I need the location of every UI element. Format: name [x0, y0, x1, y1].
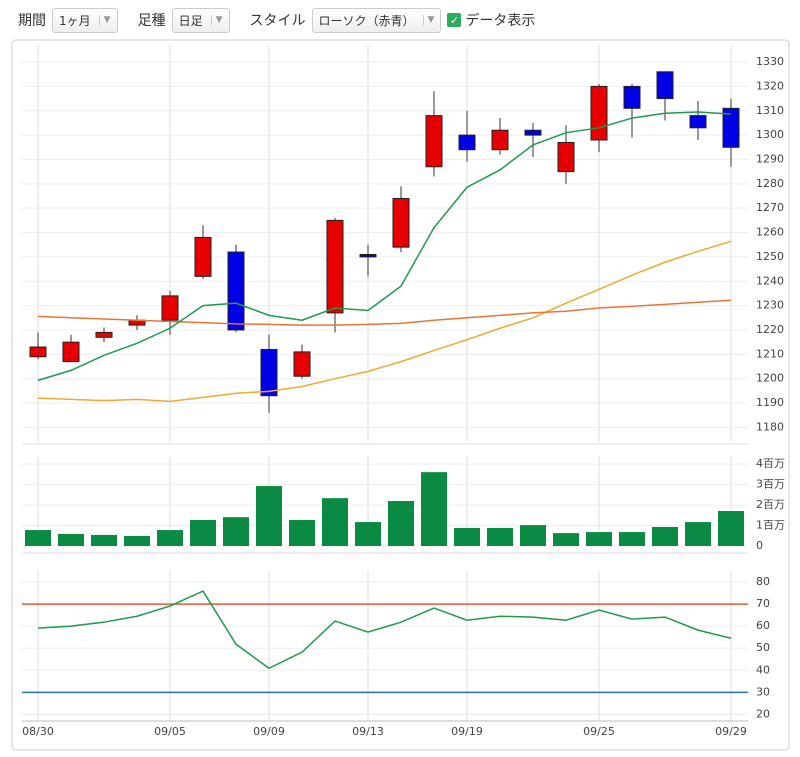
volume-bar — [157, 530, 183, 546]
y-tick-label: 1220 — [756, 323, 784, 336]
select[interactable]: 日足 ▼ — [171, 7, 230, 33]
chart-frame — [11, 39, 790, 751]
select-value: 日足 — [178, 13, 203, 28]
x-tick-label: 09/09 — [253, 725, 285, 738]
y-tick-label: 2百万 — [756, 498, 785, 511]
volume-bar — [289, 520, 315, 546]
x-tick-label: 09/13 — [352, 725, 384, 738]
volume-bar — [487, 528, 513, 546]
y-tick-label: 40 — [756, 663, 770, 676]
y-tick-label: 1200 — [756, 372, 784, 385]
volume-bar — [223, 517, 249, 546]
volume-bar — [355, 522, 381, 546]
candle-body — [491, 129, 509, 151]
volume-bar — [586, 532, 612, 546]
volume-bar — [58, 533, 84, 546]
volume-bar — [256, 486, 282, 546]
candle-body — [458, 134, 476, 151]
y-tick-label: 1190 — [756, 396, 784, 409]
y-tick-label: 1260 — [756, 226, 784, 239]
y-tick-label: 1320 — [756, 79, 784, 92]
x-tick-label: 09/05 — [154, 725, 186, 738]
label: スタイル — [249, 13, 306, 29]
y-tick-label: 60 — [756, 619, 770, 632]
select-value: 1ヶ月 — [59, 13, 91, 28]
y-tick-label: 1330 — [756, 55, 784, 68]
candle-body — [656, 71, 674, 100]
y-tick-label: 3百万 — [756, 478, 785, 491]
candle-body — [392, 197, 410, 248]
volume-bar — [454, 528, 480, 546]
x-tick-label: 09/25 — [583, 725, 615, 738]
candle-body — [623, 85, 641, 109]
y-tick-label: 1250 — [756, 250, 784, 263]
y-tick-label: 1310 — [756, 104, 784, 117]
candle-body — [293, 351, 311, 377]
select[interactable]: ローソク（赤青） ▼ — [311, 7, 442, 33]
y-tick-label: 30 — [756, 685, 770, 698]
volume-bar — [619, 532, 645, 546]
x-tick-label: 09/19 — [451, 725, 483, 738]
x-tick-label: 08/30 — [22, 725, 54, 738]
candle-body — [524, 129, 542, 136]
select[interactable]: 1ヶ月 ▼ — [52, 7, 118, 33]
y-tick-label: 1百万 — [756, 519, 785, 532]
y-tick-label: 20 — [756, 707, 770, 720]
y-tick-label: 50 — [756, 641, 770, 654]
candle-body — [161, 295, 179, 321]
label: データ表示 — [465, 13, 536, 29]
volume-bar — [685, 522, 711, 546]
volume-bar — [421, 472, 447, 546]
y-tick-label: 1270 — [756, 201, 784, 214]
moving-average — [37, 240, 732, 403]
volume-bar — [190, 520, 216, 546]
candle-body — [260, 348, 278, 397]
x-tick-label: 09/29 — [715, 725, 747, 738]
y-tick-label: 0 — [756, 539, 763, 552]
candle-body — [359, 253, 377, 258]
y-tick-label: 80 — [756, 575, 770, 588]
candle-body — [557, 141, 575, 173]
volume-bar — [25, 530, 51, 546]
y-tick-label: 1240 — [756, 274, 784, 287]
moving-average — [37, 299, 732, 326]
y-tick-label: 1280 — [756, 177, 784, 190]
candle-body — [62, 341, 80, 363]
candle-body — [95, 331, 113, 338]
y-tick-label: 1300 — [756, 128, 784, 141]
candle-body — [425, 115, 443, 168]
label: 期間 — [18, 13, 46, 29]
y-tick-label: 1210 — [756, 347, 784, 360]
candle-body — [194, 236, 212, 277]
rsi-line — [37, 590, 732, 670]
volume-bar — [91, 534, 117, 546]
volume-bar — [718, 511, 744, 546]
candle-body — [590, 85, 608, 141]
volume-bar — [553, 533, 579, 546]
candle-body — [29, 346, 47, 358]
candle-body — [227, 251, 245, 331]
volume-bar — [322, 498, 348, 546]
y-tick-label: 70 — [756, 597, 770, 610]
candle-body — [689, 115, 707, 129]
label: 足種 — [137, 13, 166, 29]
toolbar: 期間 1ヶ月 ▼ 足種 日足 ▼ スタイル ローソク（赤青） ▼ ✓ データ表示 — [12, 4, 788, 36]
checkbox[interactable]: ✓ — [447, 13, 462, 27]
y-tick-label: 1180 — [756, 420, 784, 433]
volume-bar — [520, 525, 546, 546]
candle-body — [722, 107, 740, 148]
y-tick-label: 1230 — [756, 299, 784, 312]
volume-bar — [652, 526, 678, 546]
candle-body — [326, 219, 344, 314]
y-tick-label: 4百万 — [756, 457, 785, 470]
volume-bar — [388, 501, 414, 546]
volume-bar — [124, 535, 150, 546]
select-value: ローソク（赤青） — [318, 13, 415, 28]
moving-average — [37, 111, 732, 382]
y-tick-label: 1290 — [756, 152, 784, 165]
